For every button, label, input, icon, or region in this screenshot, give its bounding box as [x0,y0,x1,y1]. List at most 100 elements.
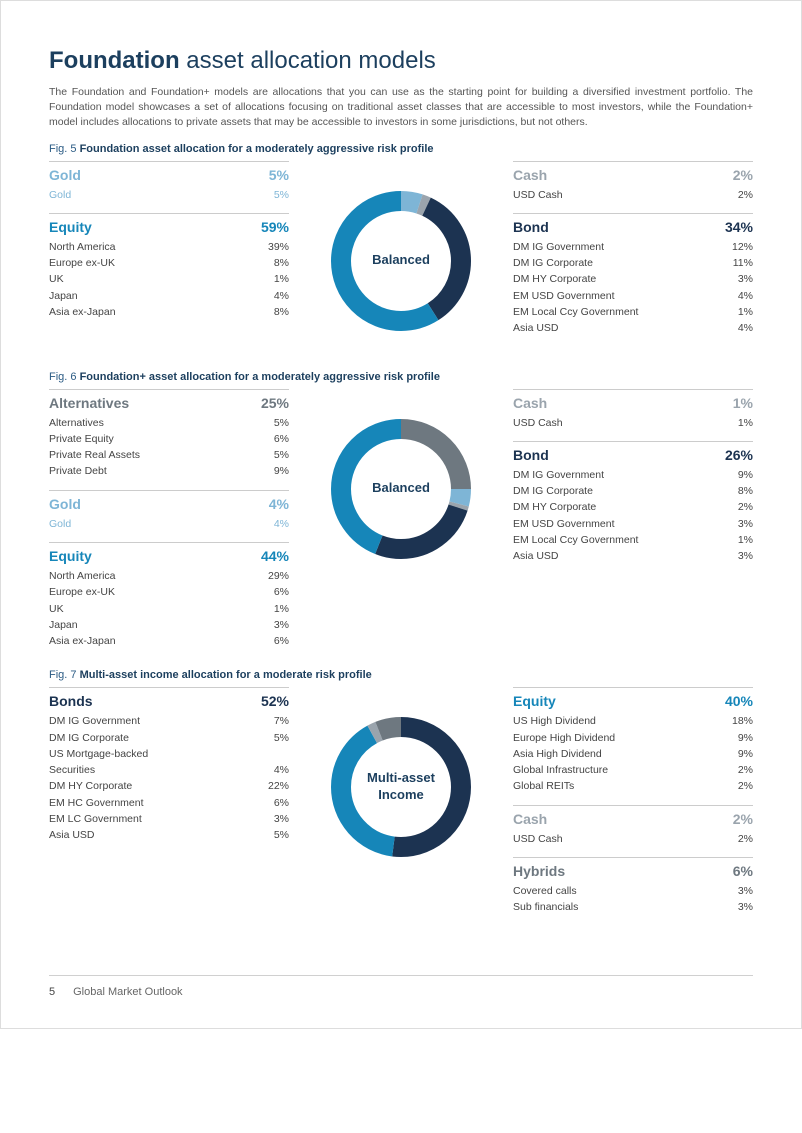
allocation-row: DM HY Corporate22% [49,778,289,794]
donut-chart: Balanced [311,171,491,351]
allocation-row: Private Real Assets5% [49,447,289,463]
allocation-name: Equity [49,219,92,235]
allocation-head: Cash 1% [513,395,753,411]
allocation-name: Equity [513,693,556,709]
allocation-row: Europe ex-UK6% [49,584,289,600]
allocation-label: Europe ex-UK [49,584,115,600]
figure-caption: Fig. 6 Foundation+ asset allocation for … [49,371,753,383]
allocation-label: Private Equity [49,431,114,447]
allocation-row: Global REITs2% [513,778,753,794]
page: Foundation asset allocation models The F… [1,1,801,1028]
allocation-value: 2% [738,499,753,515]
allocation-name: Bonds [49,693,93,709]
allocation-row: Gold5% [49,187,289,203]
allocation-head: Bond 34% [513,219,753,235]
allocation-label: North America [49,239,116,255]
allocation-label: EM LC Government [49,811,142,827]
allocation-label: Europe High Dividend [513,730,615,746]
allocation-value: 18% [732,713,753,729]
allocation-value: 9% [738,730,753,746]
allocation-head: Equity 59% [49,219,289,235]
allocation-label: North America [49,568,116,584]
allocation-row: US Mortgage-backed [49,746,289,762]
allocation-row: Sub financials3% [513,899,753,915]
allocation-value: 2% [738,831,753,847]
allocation-box: Equity 59% North America39%Europe ex-UK8… [49,213,289,320]
donut-chart: Balanced [311,399,491,579]
allocation-name: Cash [513,811,547,827]
allocation-value: 22% [268,778,289,794]
donut-label: Multi-assetIncome [311,697,491,877]
allocation-label: Asia ex-Japan [49,633,116,649]
allocation-name: Gold [49,167,81,183]
allocation-row: Asia ex-Japan 8% [49,304,289,320]
left-column: Gold 5% Gold5% Equity 59% North America3… [49,161,289,321]
allocation-value: 5% [274,730,289,746]
allocation-label: Asia High Dividend [513,746,602,762]
allocation-label: Private Debt [49,463,107,479]
allocation-pct: 2% [733,811,753,827]
allocation-value: 7% [274,713,289,729]
allocation-pct: 4% [269,496,289,512]
center-column: Balanced [289,161,513,351]
allocation-row: Gold4% [49,516,289,532]
allocation-label: DM IG Government [513,467,604,483]
allocation-value: 4% [738,288,753,304]
allocation-value: 11% [733,255,753,271]
right-column: Cash 2% USD Cash2% Bond 34% DM IG Govern… [513,161,753,337]
allocation-head: Alternatives 25% [49,395,289,411]
allocation-name: Gold [49,496,81,512]
allocation-row: DM IG Corporate8% [513,483,753,499]
allocation-box: Cash 2% USD Cash2% [513,805,753,847]
allocation-label: Covered calls [513,883,577,899]
allocation-row: Europe High Dividend 9% [513,730,753,746]
center-column: Multi-assetIncome [289,687,513,877]
allocation-value: 1% [738,532,753,548]
donut-chart: Multi-assetIncome [311,697,491,877]
figures-container: Fig. 5 Foundation asset allocation for a… [49,143,753,916]
allocation-box: Bond 34% DM IG Government12%DM IG Corpor… [513,213,753,337]
allocation-box: Alternatives 25% Alternatives5%Private E… [49,389,289,480]
figure-caption: Fig. 5 Foundation asset allocation for a… [49,143,753,155]
page-number: 5 [49,986,55,998]
allocation-row: UK1% [49,271,289,287]
allocation-label: EM USD Government [513,288,615,304]
allocation-row: Securities4% [49,762,289,778]
allocation-label: EM HC Government [49,795,144,811]
fig7: Bonds 52% DM IG Government7%DM IG Corpor… [49,687,753,915]
allocation-label: Asia USD [49,827,95,843]
page-footer: 5 Global Market Outlook [49,975,753,998]
right-column: Equity 40% US High Dividend18%Europe Hig… [513,687,753,915]
allocation-value: 1% [274,601,289,617]
allocation-label: Asia ex-Japan [49,304,116,320]
allocation-value: 5% [274,187,289,203]
allocation-value: 8% [274,304,289,320]
allocation-row: North America29% [49,568,289,584]
allocation-label: Japan [49,288,78,304]
allocation-pct: 34% [725,219,753,235]
allocation-name: Hybrids [513,863,565,879]
allocation-label: DM IG Corporate [49,730,129,746]
donut-label: Balanced [311,171,491,351]
allocation-label: US High Dividend [513,713,596,729]
allocation-row: EM LC Government3% [49,811,289,827]
allocation-value: 1% [738,304,753,320]
allocation-value: 3% [738,271,753,287]
allocation-row: Global Infrastructure2% [513,762,753,778]
allocation-name: Cash [513,167,547,183]
allocation-row: USD Cash2% [513,831,753,847]
allocation-pct: 59% [261,219,289,235]
allocation-value: 2% [738,762,753,778]
title-bold: Foundation [49,47,180,74]
allocation-head: Gold 4% [49,496,289,512]
allocation-label: EM Local Ccy Government [513,304,638,320]
allocation-value: 5% [274,827,289,843]
allocation-label: Private Real Assets [49,447,140,463]
allocation-label: USD Cash [513,415,563,431]
left-column: Bonds 52% DM IG Government7%DM IG Corpor… [49,687,289,843]
allocation-label: DM HY Corporate [513,499,596,515]
allocation-box: Gold 5% Gold5% [49,161,289,203]
allocation-value: 6% [274,795,289,811]
allocation-value: 6% [274,431,289,447]
allocation-row: USD Cash2% [513,187,753,203]
